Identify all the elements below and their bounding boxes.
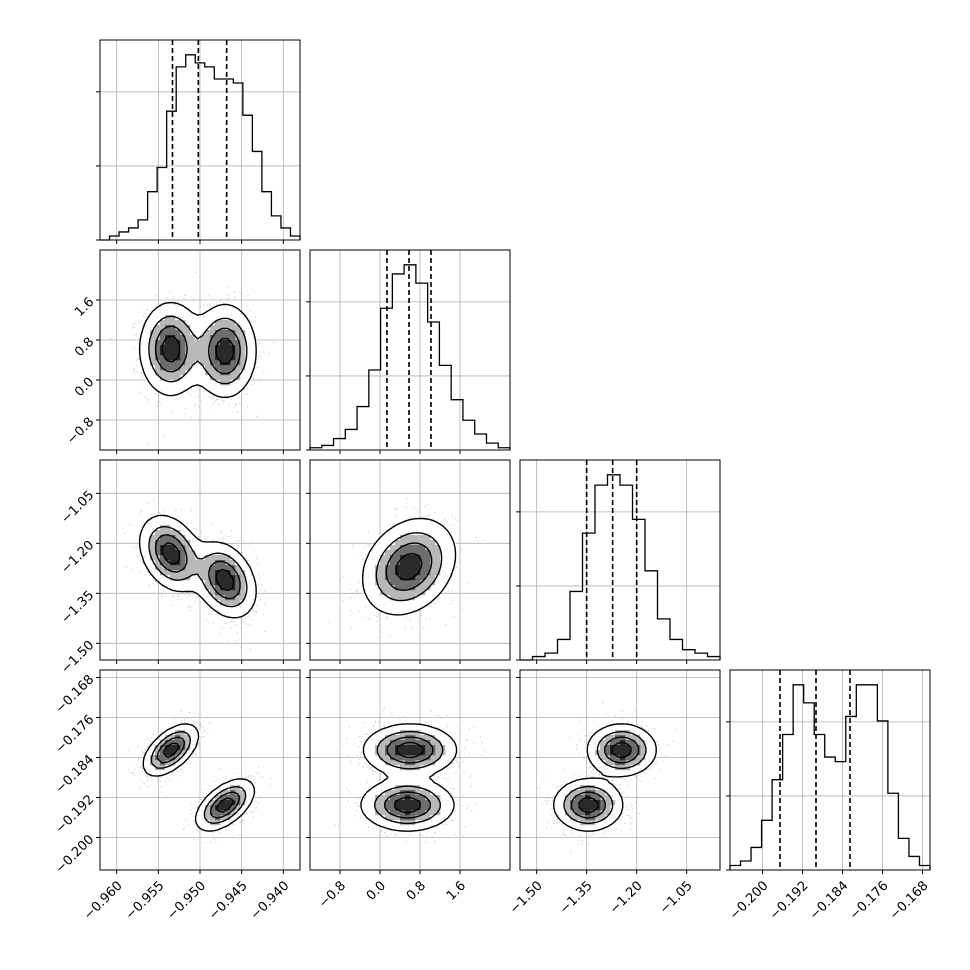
scatter-panel-3-2 bbox=[516, 669, 721, 874]
contour-line-2 bbox=[154, 325, 241, 375]
histogram-step bbox=[309, 264, 511, 450]
density-level-0 bbox=[145, 725, 256, 831]
contour-line-2 bbox=[154, 534, 241, 600]
x-tick-label: −0.940 bbox=[248, 878, 293, 923]
y-tick-label: −0.184 bbox=[53, 752, 98, 797]
x-tick-label: −0.945 bbox=[206, 878, 251, 923]
contour-line-0 bbox=[142, 723, 256, 832]
y-tick-label: −1.20 bbox=[59, 538, 98, 577]
x-tick-label: −0.168 bbox=[887, 878, 932, 923]
x-tick-label: 1.6 bbox=[444, 878, 469, 903]
contour-line-3 bbox=[161, 335, 235, 365]
x-tick-label: 0.0 bbox=[364, 878, 389, 903]
scatter-panel-1-0 bbox=[96, 249, 301, 454]
density-level-1 bbox=[150, 315, 246, 386]
scatter-panel-3-1 bbox=[306, 669, 511, 874]
panel-content bbox=[310, 670, 510, 870]
density-level-3 bbox=[395, 555, 421, 581]
x-tick-label: −0.950 bbox=[164, 878, 209, 923]
x-tick-label: −0.8 bbox=[316, 878, 349, 911]
contour-line-2 bbox=[384, 736, 434, 819]
x-tick-label: −0.955 bbox=[123, 878, 168, 923]
y-tick-label: −1.35 bbox=[59, 588, 98, 627]
hist-panel-3 bbox=[726, 669, 931, 874]
density-level-1 bbox=[150, 525, 246, 606]
panel-content bbox=[520, 670, 720, 870]
contour-line-1 bbox=[148, 526, 248, 608]
contour-line-0 bbox=[360, 723, 458, 832]
histogram-step bbox=[520, 474, 721, 661]
y-tick-label: −0.8 bbox=[64, 415, 97, 448]
density-level-3 bbox=[580, 740, 631, 816]
density-level-2 bbox=[385, 545, 431, 591]
contour-line-2 bbox=[570, 736, 640, 819]
contour-line-3 bbox=[161, 542, 235, 592]
x-tick-label: −1.05 bbox=[657, 878, 696, 917]
axes-frame bbox=[309, 249, 511, 451]
x-tick-label: −0.192 bbox=[767, 878, 812, 923]
hist-panel-1 bbox=[306, 249, 511, 454]
density-level-2 bbox=[155, 535, 241, 601]
y-tick-label: −0.192 bbox=[53, 792, 98, 837]
hist-panel-0 bbox=[96, 39, 301, 244]
contour-line-0 bbox=[553, 723, 657, 832]
axes-frame bbox=[519, 459, 721, 661]
x-tick-label: −1.20 bbox=[607, 878, 646, 917]
panel-content bbox=[310, 460, 510, 660]
axes-frame bbox=[309, 669, 511, 871]
density-level-3 bbox=[165, 745, 236, 811]
density-level-0 bbox=[365, 520, 456, 616]
x-tick-label: 0.8 bbox=[404, 878, 429, 903]
x-tick-label: −1.50 bbox=[507, 878, 546, 917]
contour-line-3 bbox=[162, 742, 234, 813]
density-level-1 bbox=[375, 535, 441, 601]
density-level-2 bbox=[385, 735, 436, 821]
scatter-panel-2-0 bbox=[96, 459, 301, 664]
density-level-2 bbox=[155, 325, 241, 376]
contour-line-3 bbox=[578, 741, 632, 814]
contour-line-1 bbox=[150, 731, 247, 824]
panel-content bbox=[100, 670, 300, 870]
contour-line-1 bbox=[563, 730, 647, 825]
y-tick-label: −0.200 bbox=[53, 832, 98, 877]
panel-content bbox=[100, 460, 300, 660]
x-tick-label: −0.184 bbox=[807, 878, 852, 923]
y-tick-label: 0.8 bbox=[72, 335, 97, 360]
density-level-0 bbox=[140, 305, 256, 396]
contour-line-2 bbox=[156, 736, 241, 819]
x-tick-label: −0.960 bbox=[81, 878, 126, 923]
y-tick-label: −0.168 bbox=[53, 672, 98, 717]
axes-frame bbox=[519, 669, 721, 871]
contour-line-1 bbox=[374, 731, 444, 825]
histogram-step bbox=[729, 684, 931, 870]
x-tick-label: −0.176 bbox=[847, 878, 892, 923]
y-tick-label: 1.6 bbox=[72, 295, 97, 320]
contour-line-0 bbox=[361, 517, 457, 616]
scatter-panel-2-1 bbox=[306, 459, 511, 664]
x-tick-label: −1.35 bbox=[557, 878, 596, 917]
density-level-0 bbox=[140, 515, 256, 621]
y-tick-label: −0.176 bbox=[53, 712, 98, 757]
x-tick-label: −0.200 bbox=[727, 878, 772, 923]
contour-line-1 bbox=[375, 532, 443, 602]
contour-line-3 bbox=[395, 552, 423, 581]
histogram-step bbox=[100, 54, 301, 241]
density-level-0 bbox=[360, 725, 456, 831]
hist-panel-2 bbox=[516, 459, 721, 664]
contour-line-3 bbox=[394, 741, 424, 814]
contour-line-2 bbox=[385, 542, 433, 591]
scatter-panel-3-0 bbox=[96, 669, 301, 874]
y-tick-label: −1.50 bbox=[59, 638, 98, 677]
contour-line-1 bbox=[148, 315, 248, 385]
y-tick-label: −1.05 bbox=[59, 488, 98, 527]
contour-line-0 bbox=[138, 514, 257, 619]
scatter-points bbox=[536, 701, 677, 853]
panel-content bbox=[100, 250, 300, 450]
density-level-0 bbox=[555, 725, 656, 831]
axes-frame bbox=[729, 669, 931, 871]
y-tick-label: 0.0 bbox=[72, 375, 97, 400]
contour-line-0 bbox=[138, 301, 257, 398]
axes-frame bbox=[309, 459, 511, 661]
